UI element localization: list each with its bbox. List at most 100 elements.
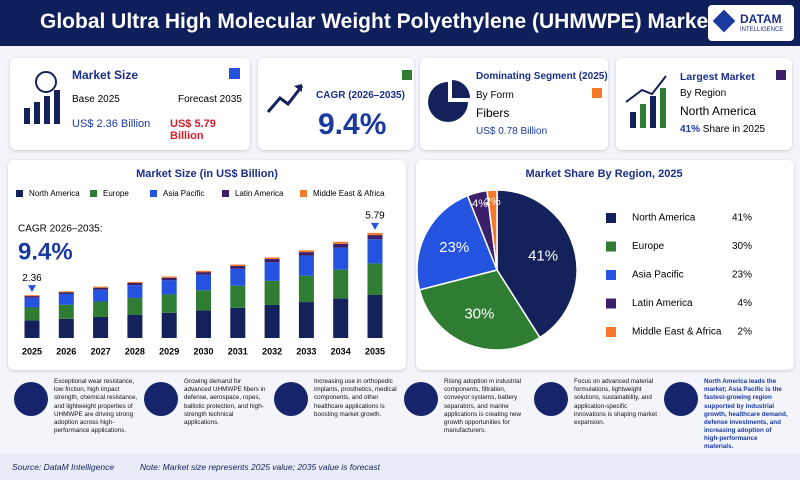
legend-value: 4%	[738, 298, 753, 309]
bar-segment	[264, 259, 280, 263]
bar-segment	[230, 268, 246, 286]
icon	[266, 84, 304, 113]
kpi-label: Base 2025	[72, 94, 120, 105]
bar-segment	[161, 277, 177, 281]
bar-segment	[196, 290, 211, 311]
legend-label: Latin America	[235, 189, 284, 198]
legend-label: Asia Pacific	[632, 270, 684, 281]
kpi-value: 9.4%	[318, 108, 387, 141]
legend-swatch	[606, 327, 616, 337]
total-label: 5.79	[365, 211, 385, 222]
kpi-title: Dominating Segment (2025)	[476, 71, 608, 82]
feature-icon	[14, 382, 48, 416]
kpi-value: US$ 0.78 Billion	[476, 126, 548, 137]
bar-segment	[367, 239, 383, 264]
slice-label: 2%	[485, 196, 501, 208]
slice-label: 4%	[472, 198, 488, 210]
annotation: 9.4%	[18, 238, 73, 265]
bar-segment	[58, 292, 74, 295]
legend-swatch	[606, 298, 616, 309]
icon	[428, 80, 470, 122]
bar-segment	[93, 286, 109, 288]
bar-segment	[93, 316, 109, 338]
pie-slice	[486, 189, 498, 271]
marker	[28, 285, 36, 293]
x-tick-label: 2032	[262, 346, 282, 356]
bar-segment	[24, 297, 40, 308]
bar-segment	[127, 281, 143, 283]
bar-segment	[367, 235, 383, 240]
bar-segment	[196, 310, 211, 338]
legend-label: Europe	[632, 241, 665, 252]
kpi-swatch	[229, 68, 240, 79]
title: Global Ultra High Molecular Weight Polye…	[40, 10, 716, 33]
bar-segment	[230, 265, 246, 269]
feature: North America leads the market; Asia Pac…	[664, 376, 788, 452]
kpi-swatch	[592, 88, 602, 98]
bar-segment	[367, 263, 383, 295]
kpi-note: Share in 2025	[702, 124, 766, 135]
kpi-label: By Form	[476, 90, 514, 101]
kpi-name: Fibers	[476, 106, 510, 120]
bar-segment	[298, 255, 314, 276]
icon	[24, 71, 60, 124]
legend-swatch	[300, 190, 307, 197]
kpi-value: US$ 2.36 Billion	[72, 118, 151, 130]
kpi-value: US$ 5.79 Billion	[170, 118, 216, 142]
feature-icon	[144, 382, 178, 416]
bar-segment	[161, 312, 177, 338]
feature-icon	[534, 382, 568, 416]
legend-swatch	[90, 190, 97, 197]
bar-segment	[264, 280, 280, 305]
kpi-card: Dominating Segment (2025) By Form Fibers…	[420, 58, 608, 150]
legend-value: 2%	[738, 327, 753, 338]
total-label: 2.36	[22, 273, 42, 284]
pie-slice	[418, 269, 541, 351]
kpi-name: North America	[680, 104, 757, 118]
chart-title: Market Share By Region, 2025	[525, 168, 682, 180]
bar-segment	[333, 243, 349, 248]
kpi-title: Market Size	[72, 68, 139, 82]
bar-segment	[58, 294, 74, 305]
feature: Rising adoption in industrial components…	[404, 376, 528, 452]
bar-segment	[298, 275, 314, 303]
bar-segment	[161, 276, 177, 278]
bar-segment	[264, 262, 280, 281]
bar-segment	[24, 296, 40, 298]
kpi-card: Largest Market By Region North America 4…	[616, 58, 792, 150]
kpi-swatch	[776, 70, 786, 80]
feature-text: Focus on advanced material formulations,…	[574, 378, 657, 426]
icon	[625, 75, 667, 128]
footer: Source: DataM Intelligence Note: Market …	[0, 454, 800, 480]
bar-segment	[24, 307, 40, 321]
x-tick-label: 2028	[125, 346, 145, 356]
source: Source: DataM Intelligence	[12, 462, 115, 472]
bar-segment	[127, 298, 143, 315]
bar-segment	[58, 304, 74, 319]
slice-label: 41%	[528, 248, 558, 265]
feature: Growing demand for advanced UHMWPE fiber…	[144, 376, 268, 452]
bar-segment	[127, 282, 143, 286]
bar-segment	[161, 294, 177, 313]
legend-label: Middle East & Africa	[632, 327, 722, 338]
legend-label: Latin America	[632, 298, 693, 309]
feature: Exceptional wear resistance, low frictio…	[14, 376, 138, 452]
kpi-swatch	[402, 70, 412, 80]
feature-icon	[664, 382, 698, 416]
x-tick-label: 2029	[159, 346, 179, 356]
bar-segment	[230, 307, 246, 338]
legend-swatch	[606, 241, 616, 252]
bar-segment	[230, 264, 246, 266]
kpi-value-row: 41% Share in 2025	[680, 124, 765, 135]
x-tick-label: 2026	[56, 346, 76, 356]
kpi-title: Largest Market	[680, 71, 755, 83]
feature-text: North America leads the market; Asia Pac…	[704, 378, 788, 451]
legend-swatch	[150, 190, 157, 197]
bar-segment	[298, 250, 314, 253]
slice-label: 30%	[464, 306, 494, 323]
x-tick-label: 2027	[91, 346, 111, 356]
x-tick-label: 2034	[331, 346, 351, 356]
legend-label: North America	[29, 189, 80, 198]
kpi-label: Forecast 2035	[178, 94, 242, 105]
feature-icon	[274, 382, 308, 416]
